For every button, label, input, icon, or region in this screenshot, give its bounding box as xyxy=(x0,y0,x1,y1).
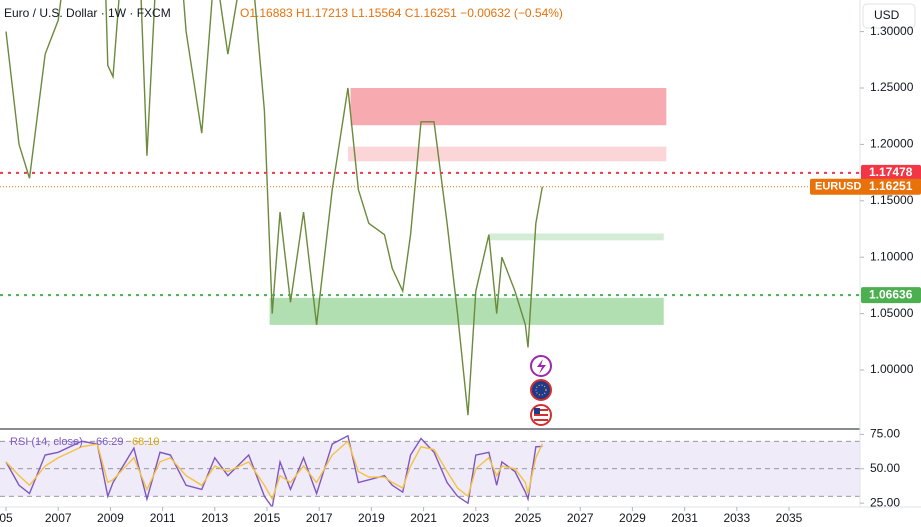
ohlc-legend: O1.16883 H1.17213 L1.15564 C1.16251 −0.0… xyxy=(240,6,563,20)
y-tick-label: 1.00000 xyxy=(870,362,914,376)
x-tick-label: 2025 xyxy=(515,511,542,525)
series-line xyxy=(5,434,543,507)
event-icons[interactable] xyxy=(530,355,552,426)
level-tag xyxy=(861,287,921,304)
x-tick-label: 2023 xyxy=(462,511,489,525)
x-tick-label: 2007 xyxy=(45,511,72,525)
symbol-tag-label: EURUSD xyxy=(815,181,862,193)
zone xyxy=(350,87,667,126)
x-tick-label: 2029 xyxy=(619,511,646,525)
series-line xyxy=(5,440,543,501)
y-tick-label: 1.10000 xyxy=(870,249,914,263)
y-tick-label: 1.15000 xyxy=(870,193,914,207)
y-tick-label: 1.30000 xyxy=(870,24,914,38)
rsi-y-tick-label: 50.00 xyxy=(870,461,900,475)
symbol-legend[interactable]: Euro / U.S. Dollar · 1W · FXCM xyxy=(4,6,171,20)
x-tick-label: 05 xyxy=(0,511,13,525)
x-tick-label: 2027 xyxy=(567,511,594,525)
level-label: 1.17478 xyxy=(869,165,913,179)
x-tick-label: 2021 xyxy=(410,511,437,525)
level-label: 1.06636 xyxy=(869,287,913,301)
y-tick-label: 1.20000 xyxy=(870,137,914,151)
x-tick-label: 2009 xyxy=(97,511,124,525)
x-tick-label: 2019 xyxy=(358,511,385,525)
x-tick-label: 2015 xyxy=(254,511,281,525)
last-price-tag xyxy=(810,178,921,195)
last-price-label: 1.16251 xyxy=(869,179,913,193)
level-tag xyxy=(861,164,921,181)
x-tick-label: 2035 xyxy=(776,511,803,525)
currency-button[interactable] xyxy=(862,3,916,29)
zone xyxy=(488,233,664,241)
x-tick-label: 2013 xyxy=(201,511,228,525)
zone xyxy=(347,146,667,162)
series-line xyxy=(5,0,544,416)
currency-label[interactable]: USD xyxy=(874,8,900,22)
rsi-title: RSI (14, close) xyxy=(10,436,83,448)
y-tick-label: 1.05000 xyxy=(870,306,914,320)
rsi-y-tick-label: 75.00 xyxy=(870,427,900,441)
x-tick-label: 2017 xyxy=(306,511,333,525)
x-tick-label: 2033 xyxy=(723,511,750,525)
rsi-y-tick-label: 25.00 xyxy=(870,495,900,509)
x-tick-label: 2011 xyxy=(150,511,176,525)
zone xyxy=(269,297,664,325)
x-tick-label: 2031 xyxy=(671,511,698,525)
rsi-value: 66.29 xyxy=(96,436,124,448)
rsi-ma-value: 68.10 xyxy=(132,436,160,448)
y-tick-label: 1.25000 xyxy=(870,80,914,94)
